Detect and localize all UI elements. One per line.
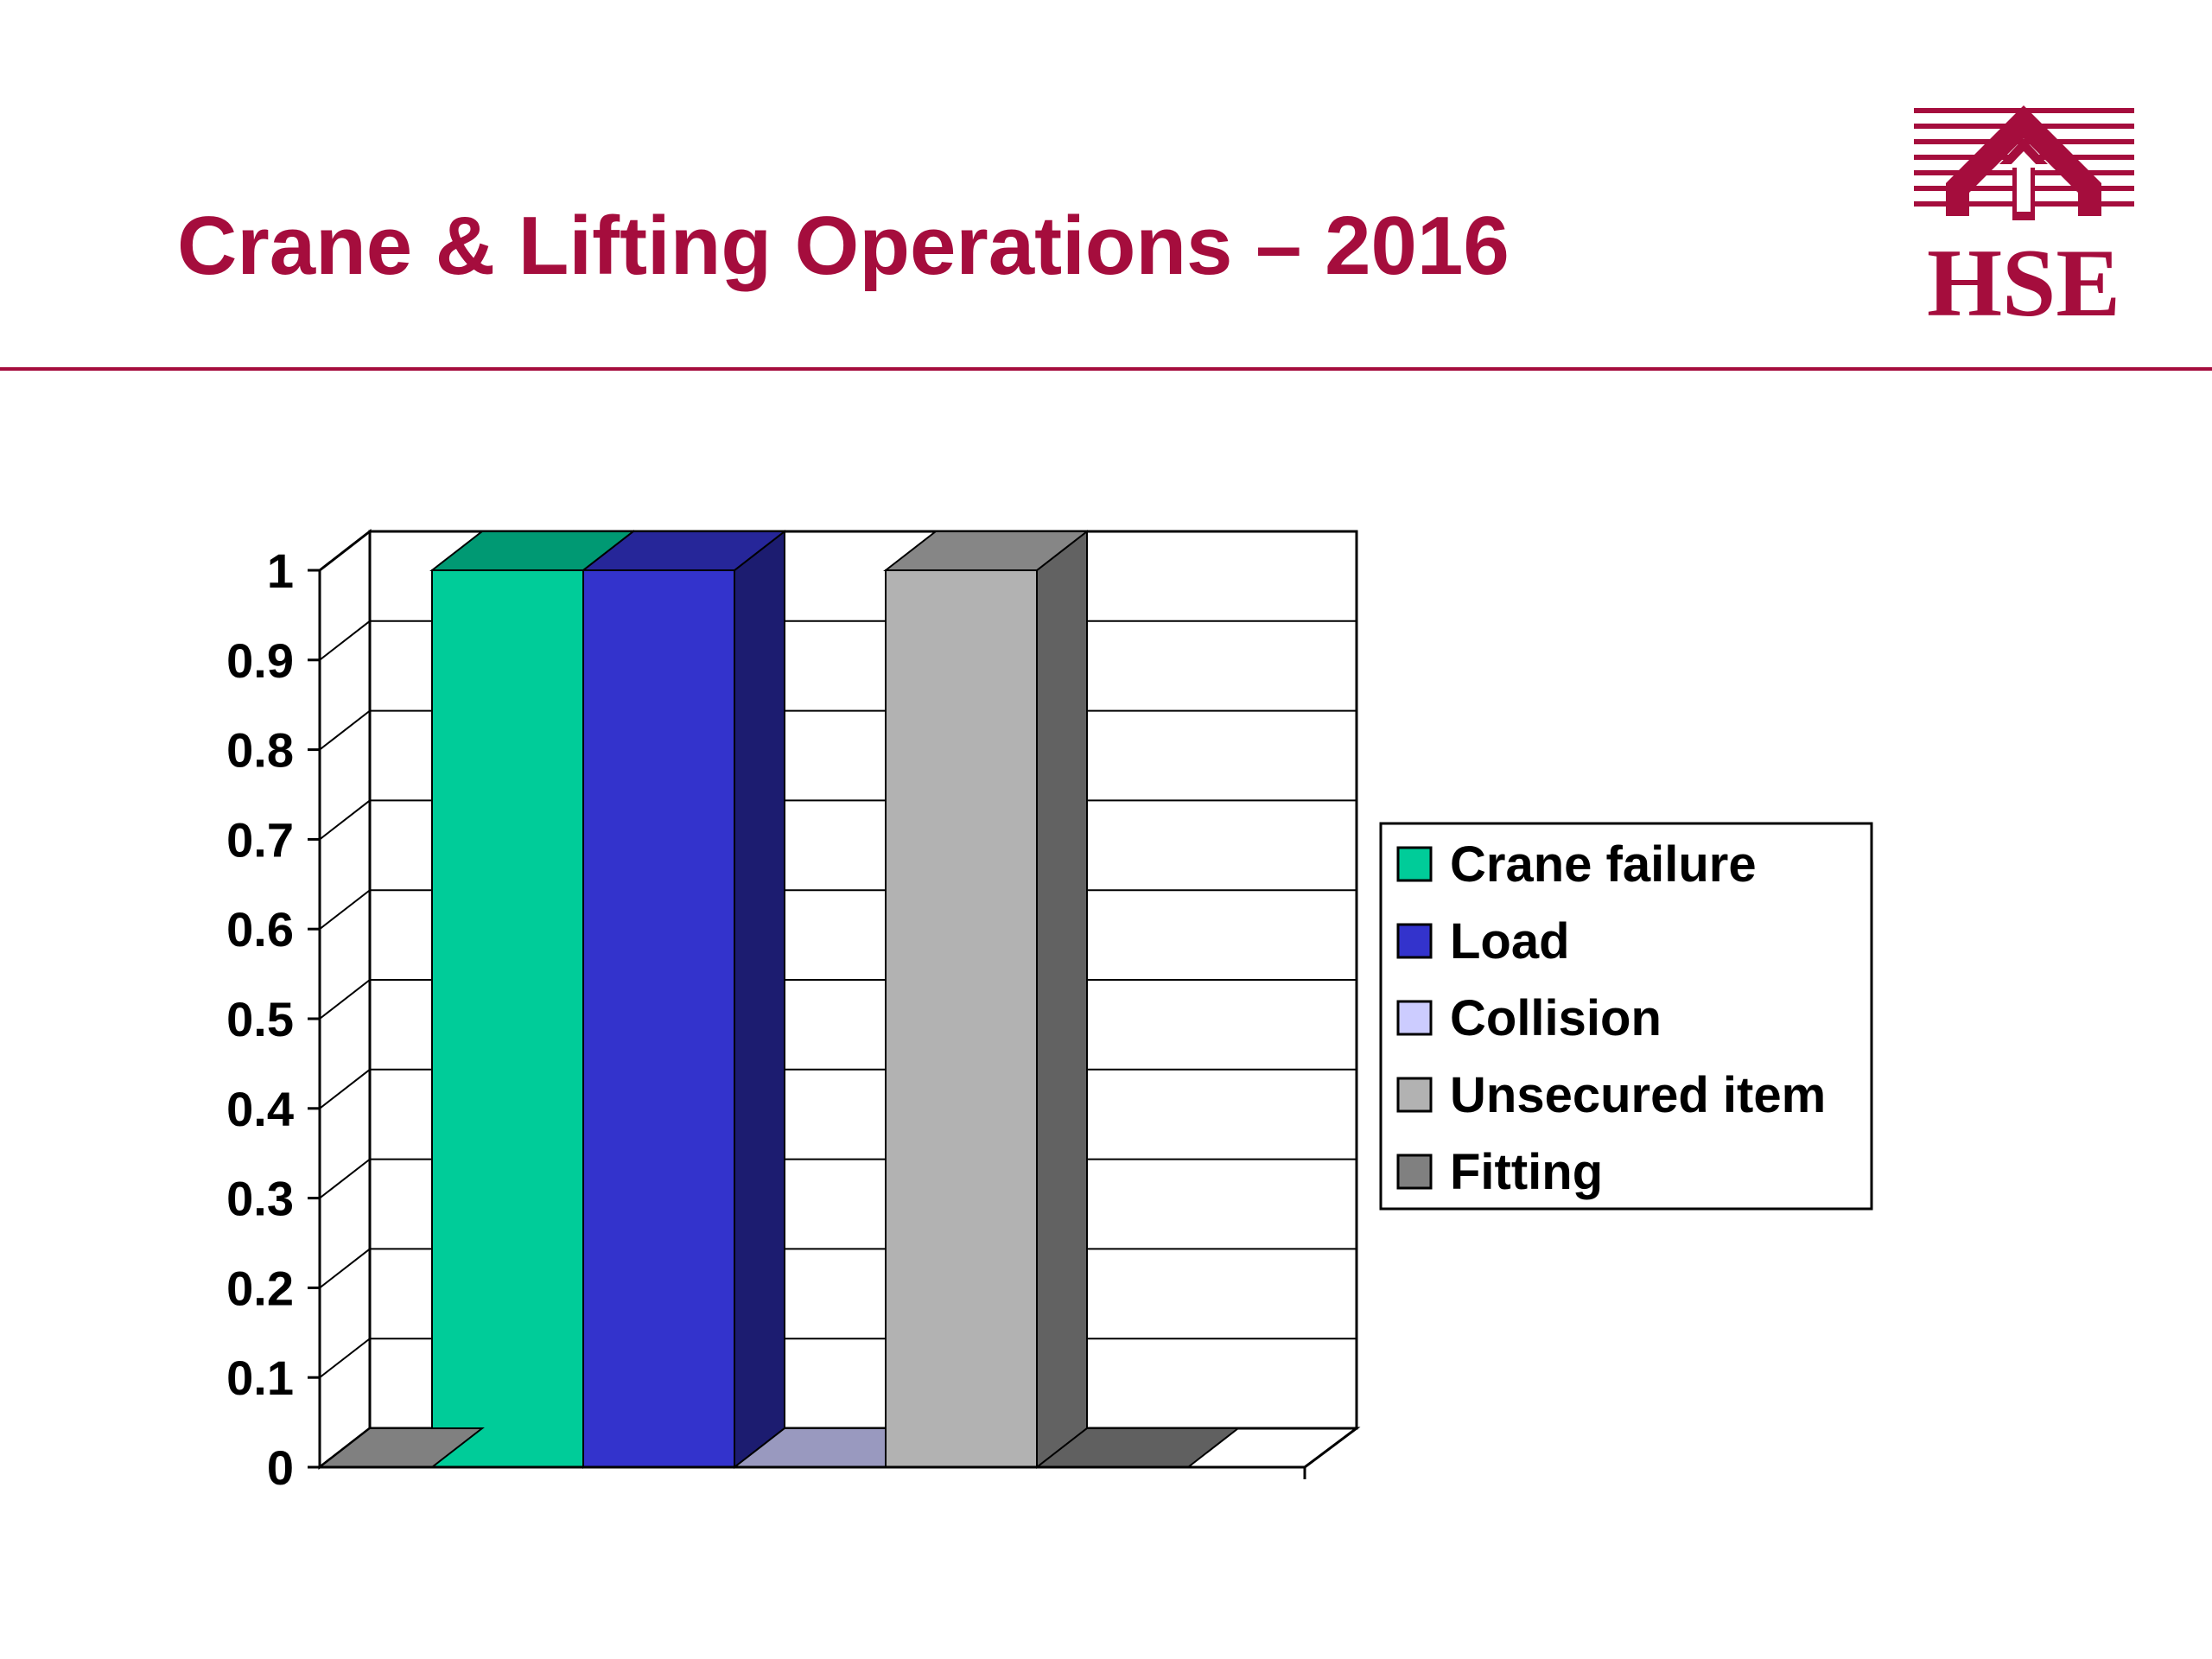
y-tick-label: 0: [267, 1440, 294, 1495]
legend-label: Load: [1450, 913, 1570, 969]
hse-logo-text: HSE: [1927, 230, 2120, 328]
y-tick-label: 0.2: [226, 1261, 294, 1315]
legend-label: Fitting: [1450, 1144, 1603, 1200]
legend-label: Unsecured item: [1450, 1067, 1826, 1123]
legend-swatch: [1396, 1000, 1433, 1036]
hse-house-icon: [1914, 105, 2134, 220]
legend-swatch: [1396, 1154, 1433, 1190]
legend-item: Fitting: [1396, 1144, 1603, 1200]
bar-load: [581, 529, 787, 1470]
y-tick-label: 0.1: [226, 1351, 294, 1405]
slide-title: Crane & Lifting Operations – 2016: [177, 200, 1510, 292]
bar-side: [734, 529, 785, 1470]
legend-item: Collision: [1396, 990, 1662, 1046]
legend-swatch: [1396, 1077, 1433, 1113]
y-tick-label: 1: [267, 543, 294, 598]
y-tick-label: 0.9: [226, 633, 294, 688]
y-axis-ticks: 0 0.1 0.2 0.3 0.4 0.5 0.6 0.7 0.8 0.9 1: [226, 543, 1306, 1495]
legend-item: Load: [1396, 913, 1570, 969]
y-tick-label: 0.4: [226, 1082, 294, 1136]
y-tick-label: 0.5: [226, 992, 294, 1046]
legend-label: Crane failure: [1450, 836, 1757, 893]
bar-side: [1036, 529, 1088, 1470]
y-tick-label: 0.7: [226, 812, 294, 867]
legend-swatch: [1396, 923, 1433, 959]
legend-item: Unsecured item: [1396, 1067, 1826, 1123]
y-tick-label: 0.3: [226, 1172, 294, 1226]
y-tick-label: 0.8: [226, 723, 294, 778]
y-tick-label: 0.6: [226, 902, 294, 957]
title-divider: [0, 367, 2212, 371]
chart-bars: [317, 529, 1241, 1470]
legend-item: Crane failure: [1396, 836, 1757, 893]
legend-box: [1379, 822, 1873, 1211]
hse-logo: HSE: [1914, 105, 2134, 328]
legend-label: Collision: [1450, 990, 1662, 1046]
bar-front: [885, 569, 1038, 1468]
bar-unsecured-item: [883, 529, 1090, 1470]
legend-swatch: [1396, 846, 1433, 882]
bar-front: [582, 569, 735, 1468]
bar-front: [431, 569, 584, 1468]
chart-legend: Crane failure Load Collision Unsecured item…: [1379, 822, 1873, 1211]
